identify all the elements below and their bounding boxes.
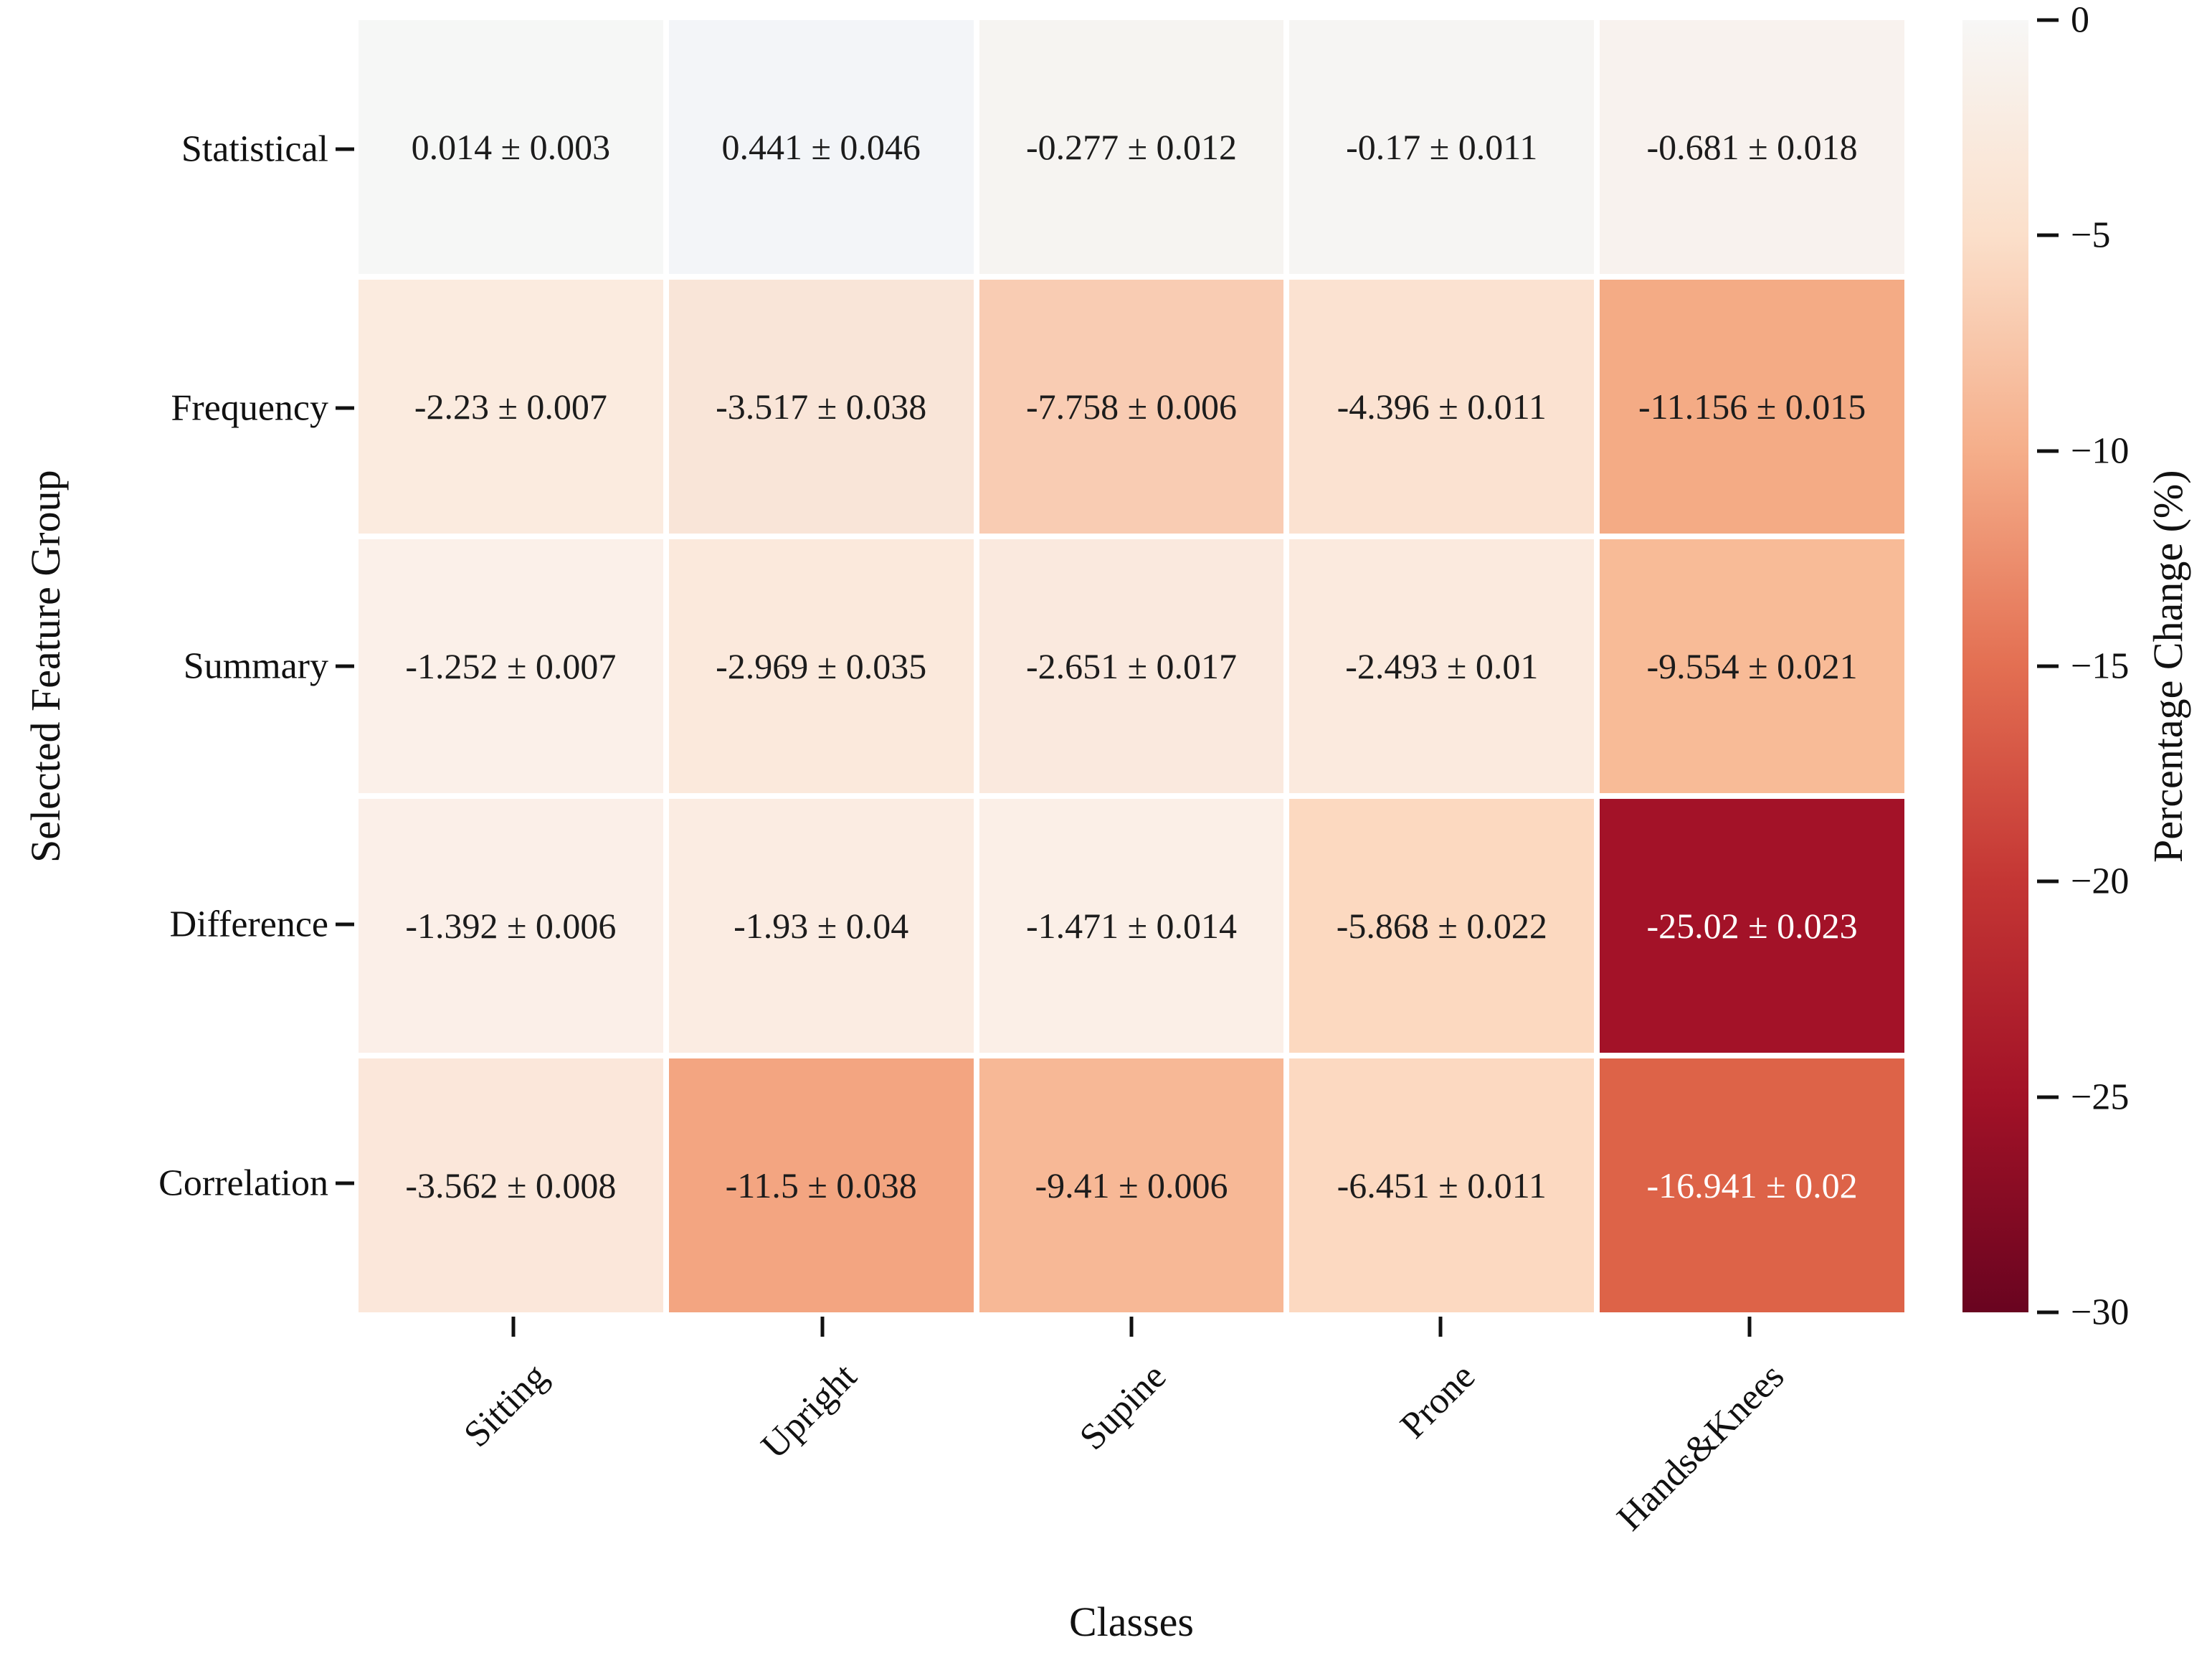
heatmap-cell: -11.156 ± 0.015 bbox=[1600, 280, 1904, 534]
column-label-upright: Upright bbox=[754, 1355, 865, 1467]
x-axis-tick bbox=[511, 1317, 516, 1337]
heatmap-cell: -0.17 ± 0.011 bbox=[1289, 20, 1595, 274]
column-label-sitting: Sitting bbox=[456, 1355, 556, 1456]
colorbar-tick bbox=[2037, 879, 2059, 883]
heatmap-cell: 0.014 ± 0.003 bbox=[359, 20, 663, 274]
heatmap-cell: -0.277 ± 0.012 bbox=[979, 20, 1284, 274]
colorbar-tick-label: −25 bbox=[2071, 1076, 2130, 1118]
row-label-statistical: Statistical bbox=[181, 128, 328, 170]
colorbar-tick bbox=[2037, 233, 2059, 237]
row-label-correlation: Correlation bbox=[158, 1162, 328, 1204]
row-label-frequency: Frequency bbox=[171, 387, 328, 429]
y-axis-title: Selected Feature Group bbox=[22, 470, 70, 863]
heatmap-cell: -25.02 ± 0.023 bbox=[1600, 799, 1904, 1053]
colorbar-title-text: Percentage Change (%) bbox=[2145, 470, 2191, 863]
row-label-difference: Difference bbox=[169, 904, 328, 945]
heatmap-cell: -1.93 ± 0.04 bbox=[668, 799, 974, 1053]
x-axis-tick bbox=[1129, 1317, 1134, 1337]
colorbar-tick bbox=[2037, 1310, 2059, 1314]
heatmap-cell: -3.517 ± 0.038 bbox=[668, 280, 974, 534]
column-label-prone: Prone bbox=[1392, 1355, 1484, 1446]
heatmap-cell: -11.5 ± 0.038 bbox=[668, 1058, 974, 1312]
heatmap-cell: -1.252 ± 0.007 bbox=[359, 539, 663, 793]
colorbar-tick bbox=[2037, 664, 2059, 668]
colorbar-tick bbox=[2037, 1095, 2059, 1099]
heatmap-cell: -9.41 ± 0.006 bbox=[979, 1058, 1284, 1312]
heatmap-cell: -0.681 ± 0.018 bbox=[1600, 20, 1904, 274]
heatmap-cell: -6.451 ± 0.011 bbox=[1289, 1058, 1595, 1312]
colorbar-tick-label: −10 bbox=[2071, 430, 2130, 472]
y-axis-tick bbox=[336, 922, 354, 927]
colorbar-tick-label: 0 bbox=[2071, 0, 2089, 41]
colorbar-tick-label: −5 bbox=[2071, 214, 2111, 256]
heatmap-cell: -2.493 ± 0.01 bbox=[1289, 539, 1595, 793]
heatmap-grid: 0.014 ± 0.003 0.441 ± 0.046 -0.277 ± 0.012… bbox=[359, 20, 1904, 1312]
colorbar-tick bbox=[2037, 449, 2059, 453]
heatmap-cell: -1.471 ± 0.014 bbox=[979, 799, 1284, 1053]
x-axis-tick bbox=[1438, 1317, 1443, 1337]
heatmap-cell: -1.392 ± 0.006 bbox=[359, 799, 663, 1053]
heatmap-cell: -4.396 ± 0.011 bbox=[1289, 280, 1595, 534]
y-axis-tick bbox=[336, 406, 354, 410]
x-axis-tick bbox=[1747, 1317, 1752, 1337]
column-label-hands-knees: Hands&Knees bbox=[1609, 1355, 1793, 1539]
colorbar-tick bbox=[2037, 18, 2059, 22]
column-label-supine: Supine bbox=[1071, 1355, 1174, 1459]
x-axis-tick bbox=[820, 1317, 825, 1337]
heatmap-cell: -3.562 ± 0.008 bbox=[359, 1058, 663, 1312]
x-axis-title: Classes bbox=[1069, 1598, 1194, 1645]
heatmap-cell: -7.758 ± 0.006 bbox=[979, 280, 1284, 534]
heatmap-cell: -2.969 ± 0.035 bbox=[668, 539, 974, 793]
colorbar-tick-label: −30 bbox=[2071, 1292, 2130, 1333]
y-axis-title-text: Selected Feature Group bbox=[22, 470, 69, 863]
heatmap-cell: 0.441 ± 0.046 bbox=[668, 20, 974, 274]
heatmap-cell: -2.23 ± 0.007 bbox=[359, 280, 663, 534]
colorbar-tick-label: −15 bbox=[2071, 645, 2130, 687]
heatmap-cell: -5.868 ± 0.022 bbox=[1289, 799, 1595, 1053]
y-axis-tick bbox=[336, 664, 354, 668]
y-axis-tick bbox=[336, 147, 354, 151]
y-axis-tick bbox=[336, 1181, 354, 1185]
heatmap-cell: -16.941 ± 0.02 bbox=[1600, 1058, 1904, 1312]
colorbar bbox=[1962, 20, 2028, 1312]
colorbar-title: Percentage Change (%) bbox=[2144, 470, 2192, 863]
colorbar-tick-label: −20 bbox=[2071, 861, 2130, 902]
row-label-summary: Summary bbox=[183, 645, 328, 687]
heatmap-cell: -9.554 ± 0.021 bbox=[1600, 539, 1904, 793]
heatmap-cell: -2.651 ± 0.017 bbox=[979, 539, 1284, 793]
